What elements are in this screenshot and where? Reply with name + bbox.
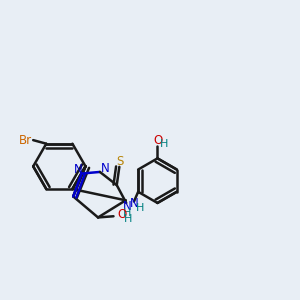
Text: H: H [123,208,131,218]
Text: N: N [100,162,109,175]
Text: O: O [154,134,163,147]
Text: H: H [160,140,168,149]
Text: O: O [118,208,127,221]
Text: H: H [124,214,133,224]
Text: N: N [122,200,131,213]
Text: H: H [136,203,144,213]
Text: S: S [116,155,124,168]
Text: N: N [74,163,82,176]
Text: N: N [130,197,139,210]
Text: Br: Br [19,134,32,147]
